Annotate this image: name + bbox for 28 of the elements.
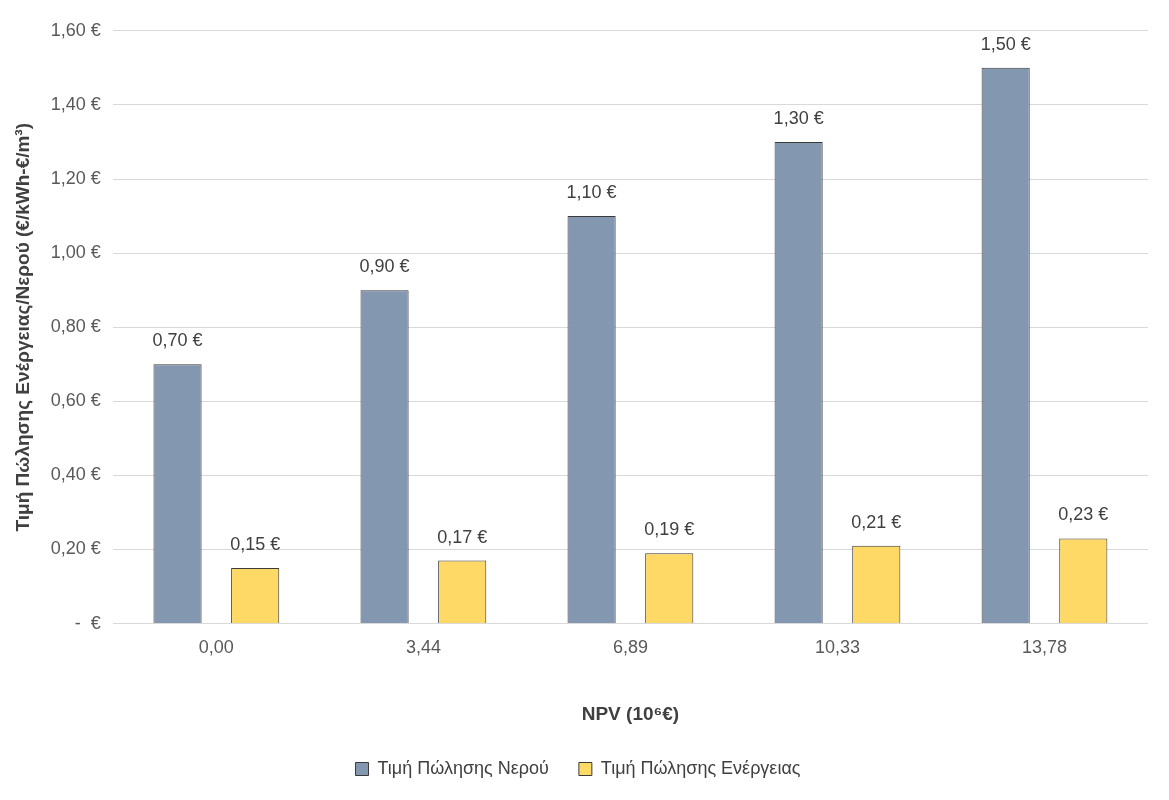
data-label: 1,30 € bbox=[773, 107, 824, 128]
x-tick-label: 13,78 bbox=[1021, 637, 1068, 658]
x-axis-title: NPV (10⁶€) bbox=[581, 702, 680, 724]
y-tick-label: 1,00 € bbox=[50, 242, 101, 263]
y-axis-title: Τιμή Πώλησης Ενέργειας/Νερού (€/kWh-€/m³) bbox=[11, 122, 33, 532]
y-tick-label: 0,40 € bbox=[50, 464, 101, 485]
data-label: 0,90 € bbox=[359, 256, 410, 277]
data-label: 0,17 € bbox=[437, 526, 488, 547]
x-tick-label: 0,00 bbox=[198, 637, 234, 658]
y-tick-label: 1,20 € bbox=[50, 167, 101, 188]
legend-label: Τιμή Πώλησης Ενέργειας bbox=[600, 757, 801, 778]
data-label: 0,21 € bbox=[851, 511, 902, 532]
x-tick-label: 6,89 bbox=[612, 637, 648, 658]
data-label: 0,23 € bbox=[1058, 504, 1109, 525]
data-label: 1,10 € bbox=[566, 182, 617, 203]
x-tick-label: 3,44 bbox=[405, 637, 441, 658]
y-tick-label: 0,80 € bbox=[50, 316, 101, 337]
y-tick-label: - € bbox=[74, 612, 101, 633]
data-label: 0,19 € bbox=[644, 519, 695, 540]
y-tick-label: 0,60 € bbox=[50, 390, 101, 411]
data-label: 0,70 € bbox=[152, 330, 203, 351]
x-tick-label: 10,33 bbox=[814, 637, 860, 658]
y-tick-label: 1,40 € bbox=[50, 93, 101, 114]
data-label: 0,15 € bbox=[230, 533, 281, 554]
legend-label: Τιμή Πώλησης Νερού bbox=[377, 757, 549, 778]
data-label: 1,50 € bbox=[980, 33, 1031, 54]
y-tick-label: 1,60 € bbox=[50, 19, 101, 40]
y-tick-label: 0,20 € bbox=[50, 538, 101, 559]
